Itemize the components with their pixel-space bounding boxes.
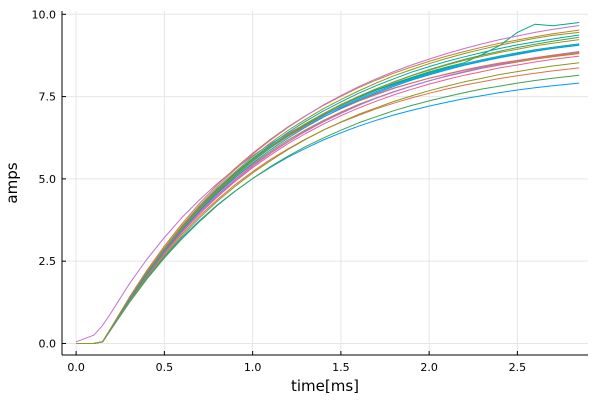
series-lines	[75, 22, 580, 344]
x-axis-title: time[ms]	[291, 377, 359, 395]
series-line	[76, 51, 580, 344]
series-line	[76, 22, 580, 344]
series-line	[76, 62, 580, 344]
series-line	[76, 44, 580, 344]
x-axis-ticks: 0.0 0.5 1.0 1.5 2.0 2.5	[67, 351, 526, 374]
x-tick-label: 2.5	[509, 361, 527, 374]
series-line	[76, 44, 580, 344]
x-tick-label: 1.0	[244, 361, 262, 374]
x-tick-label: 0.0	[67, 361, 85, 374]
x-tick-label: 2.0	[420, 361, 438, 374]
series-line	[76, 36, 580, 344]
y-axis-ticks: 0.0 2.5 5.0 7.5 10.0	[32, 8, 66, 350]
y-tick-label: 0.0	[39, 337, 57, 350]
y-axis-title: amps	[3, 162, 21, 203]
series-line	[76, 31, 580, 344]
y-tick-label: 10.0	[32, 8, 57, 21]
grid	[62, 11, 588, 355]
y-tick-label: 2.5	[39, 255, 57, 268]
y-tick-label: 5.0	[39, 173, 57, 186]
series-line	[76, 39, 580, 344]
x-tick-label: 0.5	[156, 361, 174, 374]
x-tick-label: 1.5	[332, 361, 350, 374]
y-tick-label: 7.5	[39, 91, 57, 104]
series-line	[76, 34, 580, 344]
series-line	[76, 29, 580, 344]
series-line	[76, 43, 580, 344]
series-line	[76, 74, 580, 344]
series-line	[76, 25, 580, 344]
series-line	[76, 55, 580, 344]
